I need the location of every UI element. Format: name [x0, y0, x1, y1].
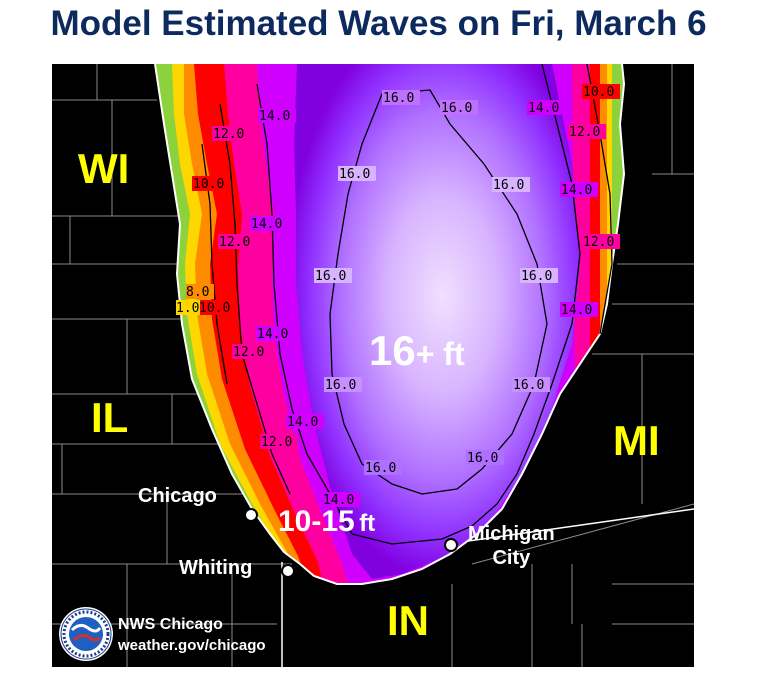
- wave-field: [155, 64, 624, 584]
- contour-label-16-j: 16.0: [467, 451, 498, 466]
- city-label-michigan-city-line1: Michigan: [468, 523, 555, 545]
- state-label-in: IN: [387, 597, 429, 644]
- city-marker-whiting: [281, 564, 295, 578]
- contour-label-14-e: 14.0: [257, 327, 288, 342]
- contour-label-14-f: 14.0: [561, 303, 592, 318]
- contour-label-12-b: 12.0: [569, 125, 600, 140]
- wave-label-center: 16+ ft: [369, 330, 465, 372]
- contour-label-14-c: 14.0: [251, 217, 282, 232]
- city-label-whiting: Whiting: [179, 557, 253, 579]
- city-marker-michigan-city: [444, 538, 458, 552]
- state-boundaries: [281, 508, 694, 667]
- contour-label-16-e: 16.0: [315, 269, 346, 284]
- contour-label-16-i: 16.0: [365, 461, 396, 476]
- contour-label-16-f: 16.0: [521, 269, 552, 284]
- contour-label-12-a: 12.0: [213, 127, 244, 142]
- wave-label-center-suffix: + ft: [415, 336, 465, 372]
- nws-logo-icon: [59, 607, 113, 661]
- state-label-wi: WI: [78, 145, 130, 192]
- contour-label-14-d: 14.0: [561, 183, 592, 198]
- city-marker-chicago: [244, 508, 258, 522]
- page-title: Model Estimated Waves on Fri, March 6: [50, 4, 707, 43]
- contour-labels: 16.0 16.0 16.0 16.0 16.0 16.0 16.0 16.0 …: [176, 84, 620, 508]
- wave-label-center-value: 16: [369, 327, 416, 374]
- contour-label-12-c: 12.0: [219, 235, 250, 250]
- contour-label-10-a: 10.0: [193, 177, 224, 192]
- contour-label-16-h: 16.0: [513, 378, 544, 393]
- state-label-mi: MI: [613, 417, 660, 464]
- contour-label-8: 8.0: [186, 285, 209, 300]
- contour-14ft-west: [256, 83, 353, 535]
- city-label-michigan-city-line2: City: [492, 547, 531, 569]
- contour-label-16-d: 16.0: [493, 178, 524, 193]
- state-label-il: IL: [91, 394, 129, 441]
- contour-label-14-h: 14.0: [323, 493, 354, 508]
- wave-map-graphic: 16.0 16.0 16.0 16.0 16.0 16.0 16.0 16.0 …: [52, 64, 694, 667]
- wave-label-nearshore-unit: ft: [359, 510, 376, 537]
- contour-label-16-b: 16.0: [441, 101, 472, 116]
- contour-label-16-a: 16.0: [383, 91, 414, 106]
- contour-label-12-e: 12.0: [233, 345, 264, 360]
- contour-label-16-g: 16.0: [325, 378, 356, 393]
- contour-label-1: 1.0: [176, 301, 199, 316]
- city-label-chicago: Chicago: [138, 485, 217, 507]
- contour-label-14-b: 14.0: [528, 101, 559, 116]
- nws-url-label: weather.gov/chicago: [118, 637, 266, 654]
- city-label-michigan-city: Michigan City: [468, 522, 555, 570]
- contour-label-16-c: 16.0: [339, 167, 370, 182]
- contour-label-12-f: 12.0: [261, 435, 292, 450]
- contour-label-12-d: 12.0: [583, 235, 614, 250]
- wave-label-nearshore-value: 10-15: [278, 505, 355, 538]
- contour-label-14-g: 14.0: [287, 415, 318, 430]
- nws-office-label: NWS Chicago: [118, 616, 223, 633]
- contour-label-10-c: 10.0: [583, 85, 614, 100]
- contour-12ft-east: [586, 64, 613, 335]
- wave-map: 16.0 16.0 16.0 16.0 16.0 16.0 16.0 16.0 …: [52, 64, 694, 667]
- contour-label-10-b: 10.0: [199, 301, 230, 316]
- contour-label-14-a: 14.0: [259, 109, 290, 124]
- wave-label-nearshore: 10-15 ft: [278, 507, 375, 537]
